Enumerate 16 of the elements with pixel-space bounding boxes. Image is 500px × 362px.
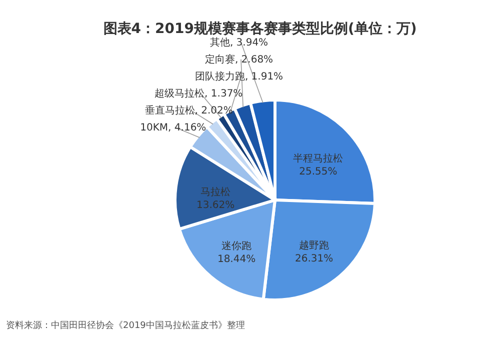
slice-label: 定向赛, 2.68% [204, 53, 274, 66]
chart-title: 图表4：2019规模赛事各赛事类型比例(单位：万) [103, 20, 417, 37]
slice-label: 马拉松 [200, 186, 231, 198]
slice-label: 超级马拉松, 1.37% [154, 87, 243, 100]
text: 资料来源：中国田田径协会《2019中国马拉松蓝皮书》整理 [6, 320, 245, 331]
slice-label: 半程马拉松 [293, 152, 344, 164]
data-label: 25.55% [299, 166, 338, 178]
slice-label: 越野跑 [299, 240, 330, 252]
data-label: 13.62% [196, 200, 235, 212]
slice-label: 团队接力跑, 1.91% [194, 70, 284, 82]
slice-label: 其他, 3.94% [210, 36, 268, 48]
data-label: 26.31% [295, 254, 334, 265]
slice-label: 垂直马拉松, 2.02% [144, 104, 233, 116]
slice-label: 迷你跑 [222, 240, 252, 252]
data-label: 18.44% [217, 254, 256, 266]
slice-label: 10KM, 4.16% [140, 122, 206, 134]
